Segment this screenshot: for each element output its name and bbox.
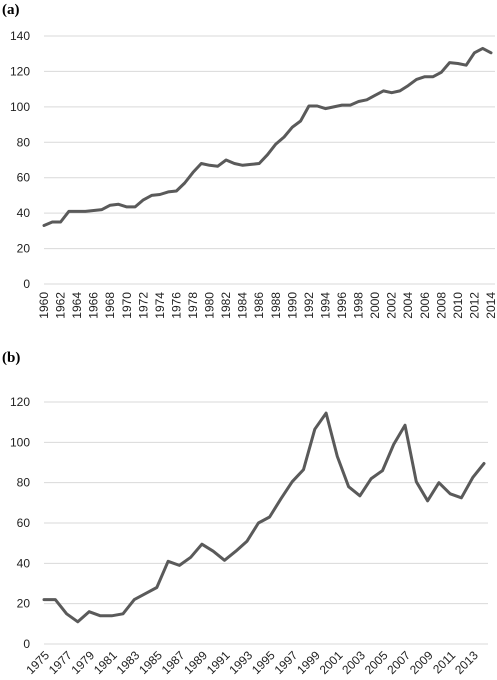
- x-tick-label: 2003: [339, 648, 368, 677]
- x-tick-label: 1960: [37, 292, 51, 319]
- x-tick-label: 1997: [272, 648, 301, 677]
- x-tick-label: 1992: [302, 292, 316, 319]
- x-tick-label: 1977: [46, 648, 75, 677]
- x-tick-label: 1976: [169, 292, 183, 319]
- x-tick-label: 1972: [136, 292, 150, 319]
- y-tick-label: 140: [10, 29, 30, 43]
- x-tick-label: 2010: [451, 292, 465, 319]
- x-tick-label: 1999: [294, 648, 323, 677]
- y-tick-label: 120: [10, 64, 30, 78]
- y-tick-label: 100: [10, 435, 30, 449]
- x-tick-label: 2008: [434, 292, 448, 319]
- x-tick-label: 2001: [317, 648, 346, 677]
- x-tick-label: 1998: [352, 292, 366, 319]
- x-tick-label: 2013: [452, 648, 481, 677]
- x-tick-label: 1974: [153, 292, 167, 319]
- panel-label-b: (b): [2, 350, 21, 366]
- x-tick-label: 2005: [362, 648, 391, 677]
- x-tick-label: 1985: [136, 648, 165, 677]
- x-tick-label: 1978: [186, 292, 200, 319]
- x-tick-label: 1968: [103, 292, 117, 319]
- y-tick-label: 80: [17, 476, 31, 490]
- x-tick-label: 2011: [430, 648, 458, 676]
- x-tick-label: 1994: [318, 292, 332, 319]
- x-tick-label: 1986: [252, 292, 266, 319]
- x-tick-label: 2012: [467, 292, 481, 319]
- x-tick-label: 2014: [484, 292, 497, 319]
- series-line: [42, 46, 493, 227]
- y-tick-label: 100: [10, 100, 30, 114]
- x-tick-label: 1988: [269, 292, 283, 319]
- x-tick-label: 2007: [384, 648, 413, 677]
- x-tick-label: 1981: [91, 648, 120, 677]
- series-line: [42, 411, 486, 624]
- y-tick-label: 120: [10, 395, 30, 409]
- y-tick-label: 60: [17, 171, 31, 185]
- x-tick-label: 2000: [368, 292, 382, 319]
- x-tick-label: 1966: [87, 292, 101, 319]
- x-tick-label: 1996: [335, 292, 349, 319]
- x-tick-label: 1990: [285, 292, 299, 319]
- y-tick-label: 0: [23, 637, 30, 651]
- y-tick-label: 0: [23, 277, 30, 291]
- x-tick-label: 1987: [159, 648, 188, 677]
- x-tick-label: 1995: [249, 648, 278, 677]
- x-tick-label: 1991: [204, 648, 233, 677]
- x-tick-label: 1970: [120, 292, 134, 319]
- x-tick-label: 1980: [203, 292, 217, 319]
- x-tick-label: 1964: [70, 292, 84, 319]
- x-tick-label: 1993: [226, 648, 255, 677]
- y-tick-label: 80: [17, 135, 31, 149]
- x-tick-label: 1983: [114, 648, 143, 677]
- x-tick-label: 1975: [23, 648, 52, 677]
- x-tick-label: 1979: [68, 648, 97, 677]
- x-tick-label: 2009: [407, 648, 436, 677]
- line-chart-b: 0204060801001201975197719791981198319851…: [10, 395, 488, 677]
- x-tick-label: 1984: [236, 292, 250, 319]
- panel-label-a: (a): [2, 2, 20, 18]
- x-tick-label: 2002: [385, 292, 399, 319]
- y-tick-label: 40: [17, 206, 31, 220]
- y-tick-label: 60: [17, 516, 31, 530]
- y-tick-label: 20: [17, 242, 31, 256]
- x-tick-label: 1989: [181, 648, 210, 677]
- y-tick-label: 20: [17, 597, 31, 611]
- x-tick-label: 1962: [54, 292, 68, 319]
- y-tick-label: 40: [17, 556, 31, 570]
- x-tick-label: 2006: [418, 292, 432, 319]
- x-tick-label: 2004: [401, 292, 415, 319]
- x-tick-label: 1982: [219, 292, 233, 319]
